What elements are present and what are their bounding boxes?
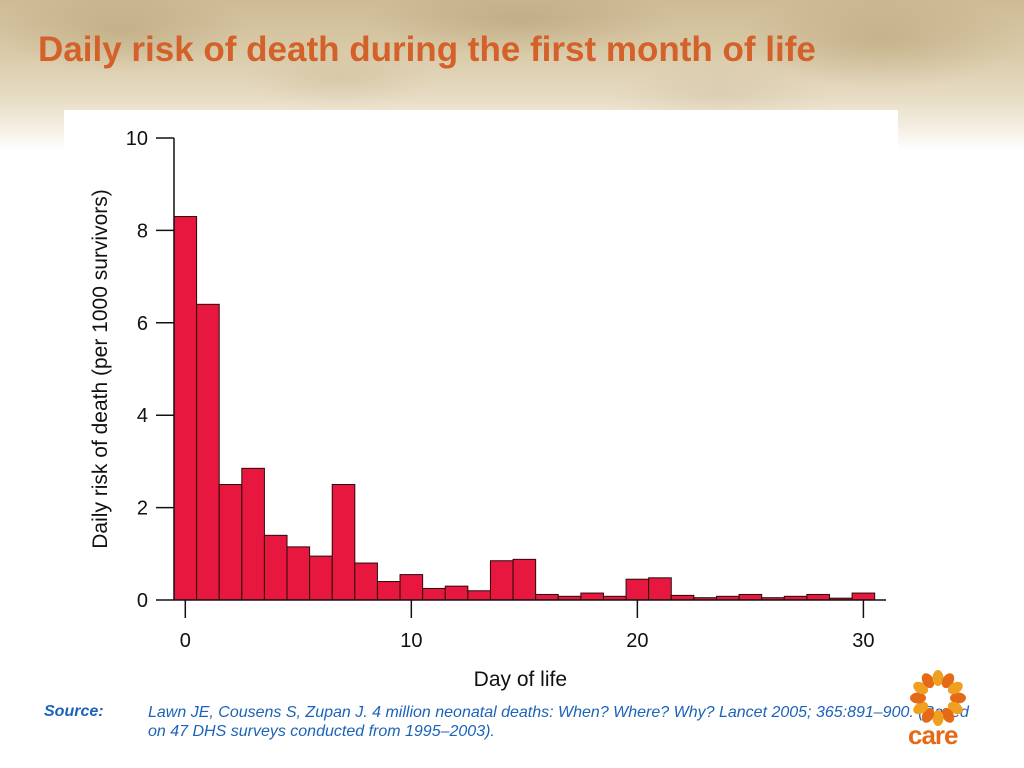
logo-hand-shape — [950, 692, 966, 704]
bar-day-6 — [309, 555, 333, 601]
bar-day-12 — [444, 585, 469, 601]
x-tick-label-10: 10 — [400, 630, 422, 652]
y-axis-ticks: 0 2 4 6 8 10 — [126, 128, 174, 612]
logo-hand-shape — [921, 673, 935, 689]
care-logo-text: care — [908, 720, 958, 750]
logo-hand-shape — [947, 681, 963, 695]
chart-panel: 0 2 4 6 8 10 0 10 20 30 Day of life Daily risk o… — [64, 110, 898, 698]
bar-day-13 — [467, 590, 491, 601]
logo-hand-shape — [932, 710, 944, 726]
bar-day-16 — [535, 593, 559, 601]
hands-circle-icon — [910, 670, 966, 726]
x-tick-label-30: 30 — [852, 630, 874, 652]
bar-day-20 — [625, 578, 650, 601]
y-tick-label-4: 4 — [137, 405, 148, 427]
bar-day-21 — [648, 577, 672, 601]
y-tick-label-6: 6 — [137, 313, 148, 335]
source-label: Source: — [44, 703, 104, 720]
x-axis-label: Day of life — [474, 668, 567, 691]
bar-day-14 — [489, 560, 514, 601]
y-tick-label-10: 10 — [126, 128, 148, 150]
y-tick-label-8: 8 — [137, 220, 148, 242]
bar-day-8 — [354, 562, 378, 601]
bar-day-18 — [580, 592, 604, 601]
bar-group — [173, 216, 876, 601]
bar-day-30 — [851, 592, 876, 601]
slide-title: Daily risk of death during the first mon… — [38, 30, 816, 69]
bar-day-0 — [173, 216, 198, 601]
x-tick-label-0: 0 — [180, 630, 191, 652]
care-logo-icon — [910, 670, 966, 726]
bar-day-10 — [399, 574, 424, 601]
bar-day-7 — [331, 484, 356, 601]
y-axis-label: Daily risk of death (per 1000 survivors) — [89, 189, 112, 548]
logo-hand-shape — [910, 692, 926, 704]
logo-hand-shape — [941, 707, 955, 723]
bar-day-4 — [263, 534, 288, 601]
bar-day-2 — [218, 484, 243, 601]
bar-day-15 — [512, 558, 537, 601]
x-tick-label-20: 20 — [626, 630, 648, 652]
bar-chart: 0 2 4 6 8 10 0 10 20 30 Day of life Daily risk o… — [89, 128, 886, 691]
logo-hand-shape — [913, 701, 929, 715]
logo-hand-shape — [932, 670, 944, 686]
bar-day-1 — [196, 303, 220, 601]
bar-day-11 — [422, 587, 446, 601]
y-tick-label-2: 2 — [137, 498, 148, 520]
bar-day-3 — [241, 467, 265, 601]
bar-day-9 — [376, 581, 401, 601]
bar-day-5 — [286, 546, 311, 601]
x-axis-ticks: 0 10 20 30 — [180, 600, 875, 652]
bar-day-28 — [806, 593, 830, 601]
source-citation: Lawn JE, Cousens S, Zupan J. 4 million n… — [148, 704, 969, 740]
bar-day-25 — [738, 593, 763, 601]
y-tick-label-0: 0 — [137, 590, 148, 612]
